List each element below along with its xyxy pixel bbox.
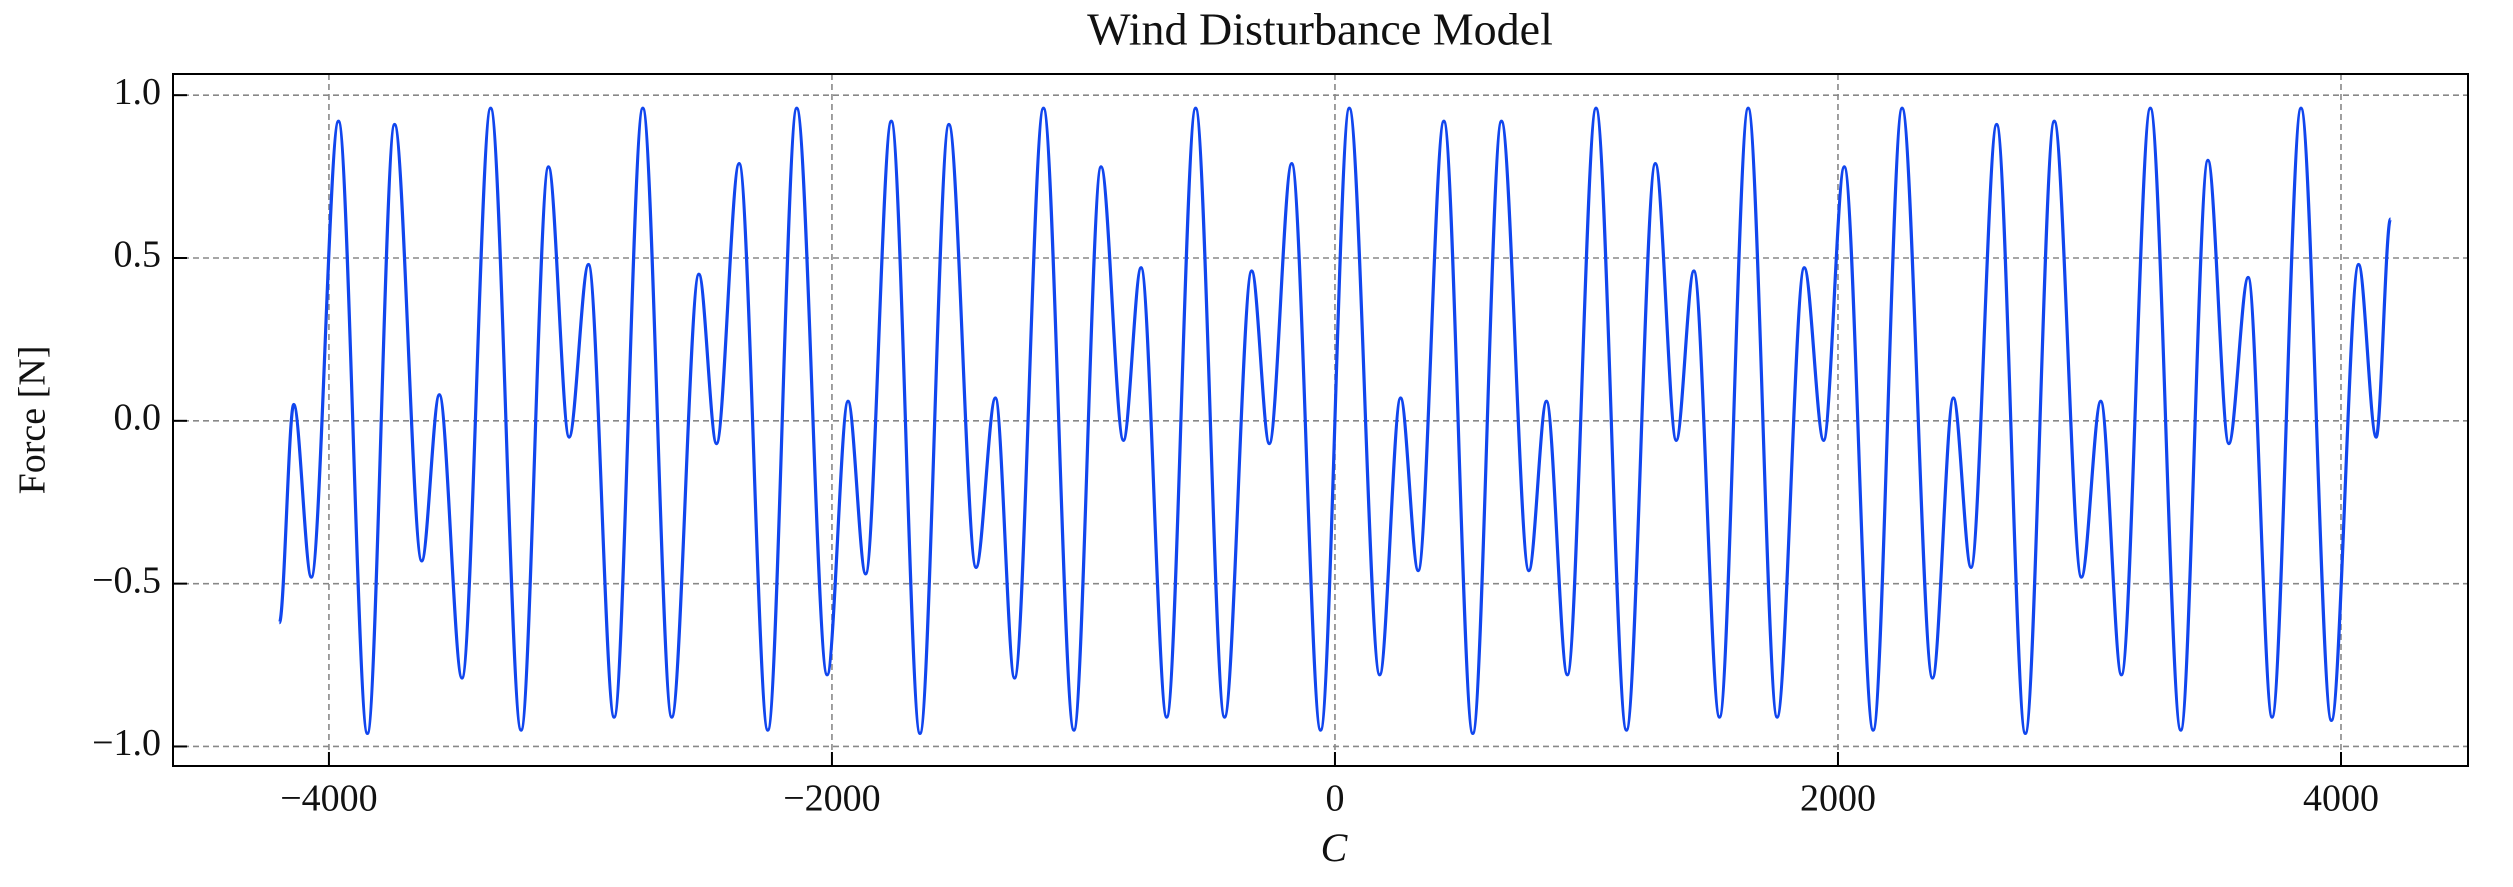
data-line <box>277 106 2393 736</box>
x-axis-label: C <box>1321 825 1349 870</box>
x-tick-label: −2000 <box>783 778 880 820</box>
chart-title: Wind Disturbance Model <box>1087 4 1553 55</box>
x-tick-label: −4000 <box>280 778 377 820</box>
x-tick-label: 2000 <box>1800 778 1876 820</box>
y-tick-label: 1.0 <box>114 71 162 113</box>
y-tick-label: −0.5 <box>92 559 161 601</box>
y-tick-label: 0.0 <box>114 397 162 439</box>
x-tick-label: 0 <box>1325 778 1344 820</box>
y-axis-label: Force [N] <box>12 346 54 495</box>
x-tick-label: 4000 <box>2303 778 2379 820</box>
plot-frame <box>172 73 2469 767</box>
y-tick-label: −1.0 <box>92 722 161 764</box>
y-tick-label: 0.5 <box>114 234 162 276</box>
